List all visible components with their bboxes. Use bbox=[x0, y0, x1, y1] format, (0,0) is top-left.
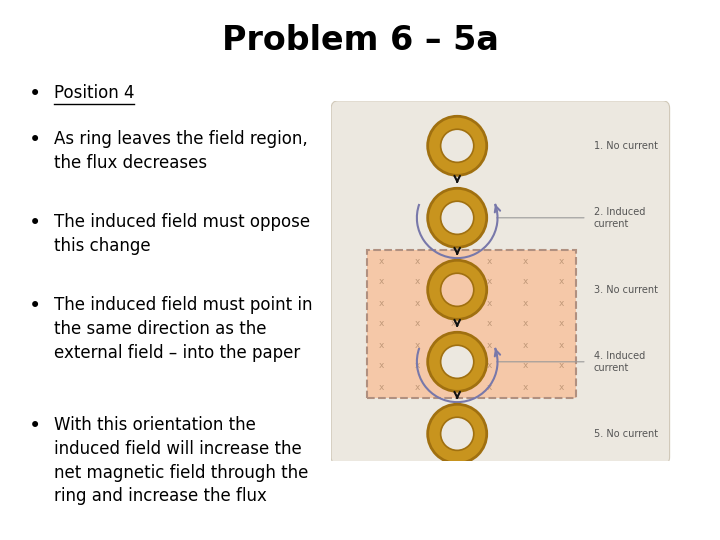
Text: x: x bbox=[487, 361, 492, 370]
Circle shape bbox=[428, 188, 487, 247]
Text: As ring leaves the field region,
the flux decreases: As ring leaves the field region, the flu… bbox=[54, 130, 307, 172]
Text: x: x bbox=[559, 299, 564, 307]
Text: x: x bbox=[451, 341, 456, 349]
Text: x: x bbox=[415, 320, 420, 328]
Text: 5. No current: 5. No current bbox=[594, 429, 658, 439]
Text: The induced field must oppose
this change: The induced field must oppose this chang… bbox=[54, 213, 310, 255]
Circle shape bbox=[428, 116, 487, 176]
Circle shape bbox=[428, 404, 487, 463]
Text: x: x bbox=[487, 382, 492, 392]
Text: x: x bbox=[379, 256, 384, 266]
Text: •: • bbox=[29, 416, 41, 436]
Text: •: • bbox=[29, 84, 41, 104]
Text: With this orientation the
induced field will increase the
net magnetic field thr: With this orientation the induced field … bbox=[54, 416, 308, 505]
Text: •: • bbox=[29, 213, 41, 233]
Text: x: x bbox=[487, 320, 492, 328]
Text: x: x bbox=[523, 361, 528, 370]
Text: x: x bbox=[415, 256, 420, 266]
FancyBboxPatch shape bbox=[331, 101, 670, 464]
Text: x: x bbox=[451, 299, 456, 307]
Circle shape bbox=[441, 417, 474, 450]
Text: x: x bbox=[415, 361, 420, 370]
Text: Problem 6 – 5a: Problem 6 – 5a bbox=[222, 24, 498, 57]
Text: x: x bbox=[415, 341, 420, 349]
Text: 2. Induced
current: 2. Induced current bbox=[594, 207, 645, 229]
Circle shape bbox=[428, 332, 487, 392]
Text: x: x bbox=[451, 320, 456, 328]
Circle shape bbox=[441, 273, 474, 306]
Text: x: x bbox=[379, 299, 384, 307]
Text: x: x bbox=[415, 299, 420, 307]
Text: 4. Induced
current: 4. Induced current bbox=[594, 350, 645, 373]
Text: x: x bbox=[487, 278, 492, 287]
Text: x: x bbox=[379, 361, 384, 370]
Bar bbox=[367, 250, 576, 398]
Text: x: x bbox=[523, 278, 528, 287]
Text: x: x bbox=[487, 299, 492, 307]
Text: x: x bbox=[379, 320, 384, 328]
Text: x: x bbox=[559, 361, 564, 370]
Text: x: x bbox=[559, 382, 564, 392]
Text: x: x bbox=[451, 382, 456, 392]
Text: x: x bbox=[379, 341, 384, 349]
Text: x: x bbox=[451, 278, 456, 287]
Text: x: x bbox=[487, 341, 492, 349]
Text: x: x bbox=[451, 361, 456, 370]
Text: 3. No current: 3. No current bbox=[594, 285, 658, 295]
Text: x: x bbox=[523, 299, 528, 307]
Text: •: • bbox=[29, 296, 41, 316]
Circle shape bbox=[441, 345, 474, 379]
Text: x: x bbox=[559, 320, 564, 328]
Circle shape bbox=[441, 129, 474, 163]
Text: x: x bbox=[379, 382, 384, 392]
Text: x: x bbox=[523, 320, 528, 328]
Circle shape bbox=[428, 260, 487, 319]
Text: x: x bbox=[451, 256, 456, 266]
Text: x: x bbox=[379, 278, 384, 287]
Text: Position 4: Position 4 bbox=[54, 84, 135, 102]
Text: x: x bbox=[523, 341, 528, 349]
Text: x: x bbox=[559, 256, 564, 266]
Text: x: x bbox=[559, 341, 564, 349]
Text: •: • bbox=[29, 130, 41, 150]
Text: x: x bbox=[559, 278, 564, 287]
Text: x: x bbox=[415, 278, 420, 287]
Text: The induced field must point in
the same direction as the
external field – into : The induced field must point in the same… bbox=[54, 296, 312, 362]
Text: x: x bbox=[523, 382, 528, 392]
Circle shape bbox=[441, 201, 474, 234]
Text: 1. No current: 1. No current bbox=[594, 141, 658, 151]
Text: x: x bbox=[487, 256, 492, 266]
Text: x: x bbox=[415, 382, 420, 392]
Text: x: x bbox=[523, 256, 528, 266]
